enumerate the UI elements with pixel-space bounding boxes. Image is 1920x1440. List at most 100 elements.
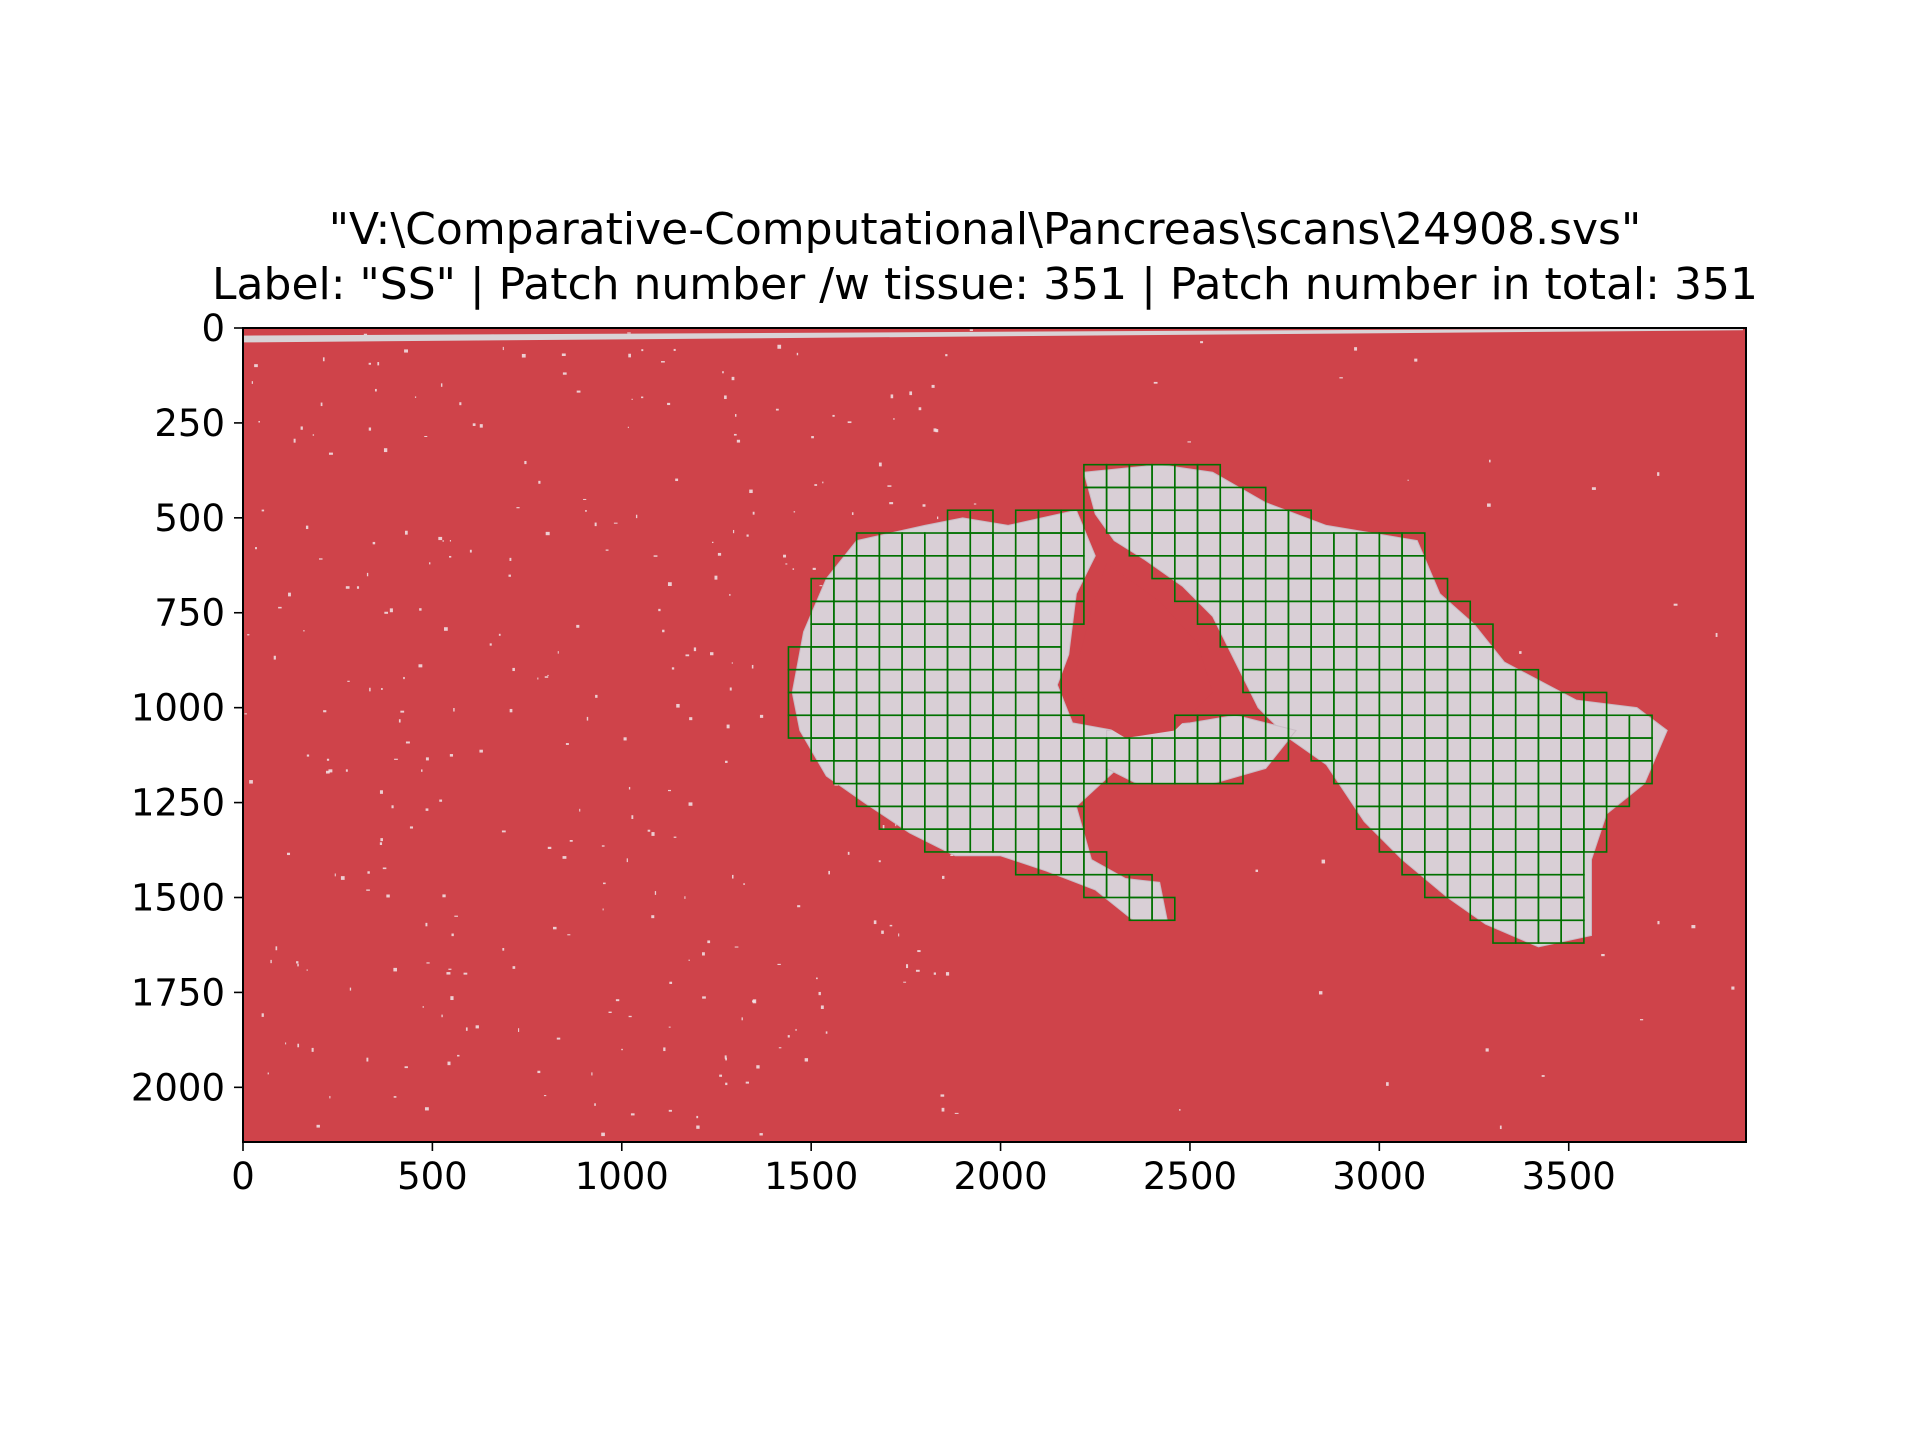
speck [878, 462, 882, 467]
speck [472, 423, 476, 426]
speck [441, 1014, 443, 1018]
speck [270, 959, 272, 964]
patch-box [1264, 737, 1290, 762]
speck [567, 934, 571, 936]
speck [630, 1113, 635, 1116]
speck [628, 1015, 632, 1018]
y-tick-label: 1000 [131, 687, 225, 730]
speck [457, 1054, 460, 1057]
speck [621, 1048, 623, 1051]
speck [377, 362, 380, 366]
y-tick-label: 1750 [131, 971, 225, 1014]
speck [448, 968, 452, 970]
speck [735, 414, 737, 417]
speck [278, 606, 282, 609]
speck [725, 1082, 728, 1086]
speck [702, 996, 706, 999]
x-tick-label: 0 [231, 1155, 255, 1198]
speck [909, 391, 913, 396]
speck [512, 966, 516, 969]
speck [751, 664, 754, 669]
speck [440, 383, 443, 387]
speck [669, 981, 673, 984]
speck [404, 349, 409, 353]
speck [814, 484, 818, 486]
speck [367, 871, 370, 874]
speck [306, 969, 308, 971]
speck [569, 840, 573, 842]
speck [890, 394, 894, 399]
speck [726, 724, 730, 729]
speck [931, 384, 935, 388]
speck [479, 424, 483, 428]
speck [591, 1072, 593, 1076]
speck [933, 972, 936, 975]
speck [247, 634, 250, 636]
speck [945, 972, 950, 976]
speck [372, 541, 376, 545]
speck [627, 332, 631, 334]
plot-frame [242, 327, 1747, 1143]
speck [273, 655, 276, 660]
speck [847, 421, 852, 424]
speck [889, 924, 893, 927]
x-tick-label: 2000 [953, 1155, 1047, 1198]
speck [389, 608, 393, 613]
speck [285, 1042, 287, 1045]
speck [583, 498, 587, 500]
speck [422, 1006, 424, 1008]
speck [404, 530, 408, 535]
speck [777, 963, 781, 966]
speck [318, 558, 323, 560]
speck [785, 563, 788, 565]
speck [777, 344, 782, 349]
speck [380, 688, 383, 690]
background-specks [243, 328, 1743, 1137]
patch-box [1219, 760, 1244, 785]
speck [425, 757, 429, 761]
speck [688, 802, 693, 806]
speck [1657, 472, 1660, 476]
speck [447, 1061, 451, 1066]
speck [429, 562, 431, 565]
speck [382, 867, 387, 870]
speck [463, 972, 468, 975]
speck [711, 541, 714, 544]
speck [297, 963, 299, 967]
speck [942, 875, 945, 879]
speck [454, 915, 458, 917]
slide-edge-strip [243, 328, 1743, 343]
speck [651, 832, 655, 836]
speck [552, 926, 557, 930]
speck [653, 555, 658, 557]
speck [384, 611, 389, 614]
speck [556, 1037, 561, 1040]
speck [1731, 986, 1735, 990]
speck [594, 522, 597, 527]
speck [602, 908, 604, 911]
speck [320, 402, 323, 407]
speck [1178, 1109, 1181, 1111]
speck [424, 435, 428, 437]
speck [562, 856, 567, 859]
speck [562, 372, 567, 375]
speck [258, 420, 260, 423]
speck [368, 427, 372, 431]
x-tick-label: 3500 [1522, 1155, 1616, 1198]
speck [404, 1066, 408, 1069]
speck [743, 883, 746, 885]
speck [725, 760, 728, 763]
speck [489, 643, 492, 646]
speck [1321, 859, 1326, 864]
speck [469, 549, 472, 553]
speck [502, 346, 504, 351]
speck [446, 972, 451, 975]
speck [889, 502, 894, 505]
patch-box [1560, 919, 1585, 944]
patch-box [1605, 782, 1631, 808]
speck [818, 991, 821, 996]
speck [579, 808, 581, 812]
speck [922, 504, 926, 507]
speck [312, 434, 315, 436]
speck [366, 572, 369, 577]
